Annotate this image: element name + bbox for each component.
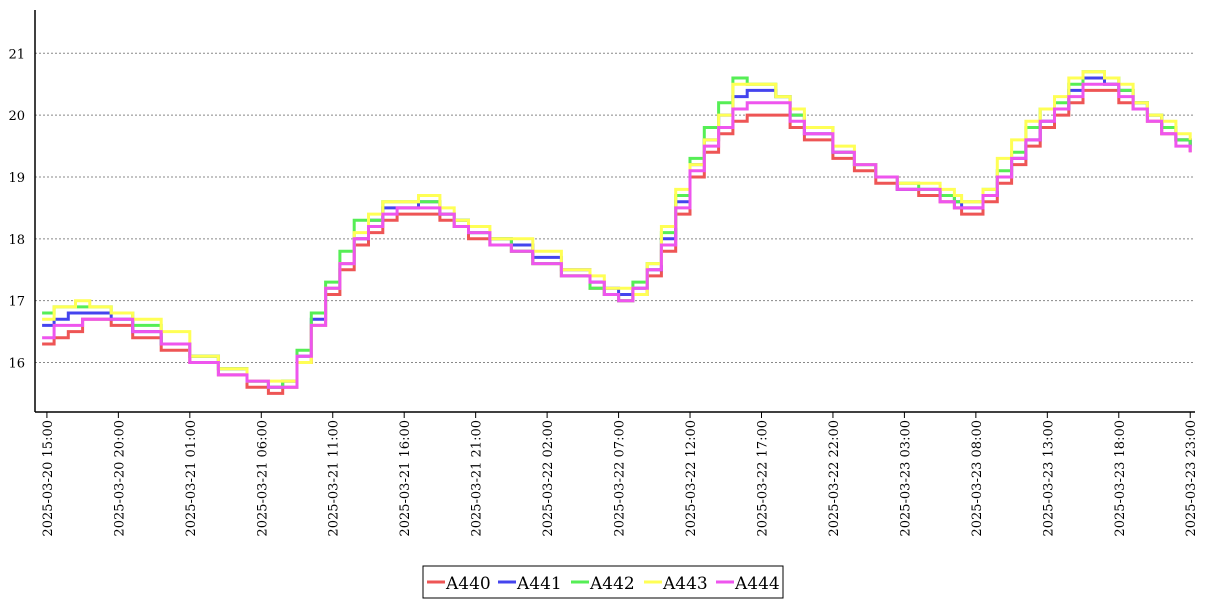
x-tick-label: 2025-03-23 03:00 [898,420,913,537]
legend-label: A444 [734,574,780,594]
y-tick-label: 18 [8,233,25,248]
x-tick-label: 2025-03-23 13:00 [1041,420,1056,537]
y-tick-label: 20 [8,109,25,124]
legend: A440 A441 A442 A443 A444 [422,565,784,599]
legend-label: A440 [445,574,491,594]
x-tick-label: 2025-03-21 21:00 [470,420,485,537]
series-lines [42,70,1192,395]
x-tick-label: 2025-03-23 18:00 [1113,420,1128,537]
x-tick-label: 2025-03-21 16:00 [398,420,413,537]
series-line-a440 [42,88,1192,395]
x-tick-label: 2025-03-21 01:00 [184,420,199,537]
x-tick-labels: 2025-03-20 15:00 2025-03-20 20:00 2025-03-… [41,412,1199,537]
x-tick-label: 2025-03-23 23:00 [1184,420,1199,537]
series-line-a441 [42,76,1192,389]
legend-label: A441 [516,574,562,594]
x-tick-label: 2025-03-20 20:00 [112,420,127,537]
y-tick-label: 17 [8,295,25,310]
axes [34,10,1195,413]
legend-label: A443 [662,574,708,594]
x-tick-label: 2025-03-21 11:00 [327,420,342,537]
x-tick-label: 2025-03-22 12:00 [684,420,699,537]
y-tick-label: 19 [8,171,25,186]
x-tick-label: 2025-03-22 17:00 [755,420,770,537]
x-tick-label: 2025-03-22 02:00 [541,420,556,537]
series-line-a443 [42,70,1192,383]
y-tick-labels: 16 17 18 19 20 21 [8,47,25,371]
y-tick-label: 21 [8,47,25,62]
legend-label: A442 [589,574,635,594]
y-tick-label: 16 [8,357,25,372]
x-tick-label: 2025-03-22 07:00 [613,420,628,537]
grid-lines [35,52,1195,364]
series-line-a442 [42,70,1192,389]
x-tick-label: 2025-03-20 15:00 [41,420,56,537]
series-line-a444 [42,82,1192,389]
x-tick-label: 2025-03-21 06:00 [255,420,270,537]
x-tick-label: 2025-03-22 22:00 [827,420,842,537]
x-tick-label: 2025-03-23 08:00 [970,420,985,537]
